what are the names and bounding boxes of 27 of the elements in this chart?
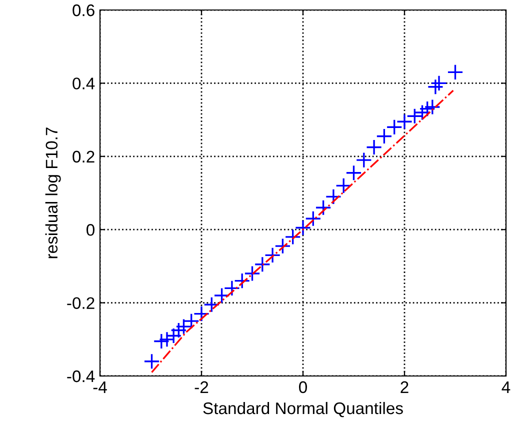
y-tick-label: 0.6 bbox=[72, 4, 94, 16]
point bbox=[315, 200, 332, 216]
y-tick-label: 0.4 bbox=[72, 78, 95, 90]
x-tick-label: 2 bbox=[400, 381, 408, 393]
point bbox=[325, 188, 342, 205]
x-tick-label: 0 bbox=[299, 381, 307, 394]
x-tick-label: -2 bbox=[194, 381, 208, 393]
point bbox=[447, 64, 464, 80]
point bbox=[427, 78, 444, 95]
x-tick-label: -4 bbox=[93, 381, 107, 393]
point bbox=[158, 331, 176, 348]
y-axis-title: residual log F10.7 bbox=[45, 128, 61, 258]
y-tick-label: 0 bbox=[86, 224, 94, 236]
x-tick-label: 4 bbox=[502, 381, 510, 393]
point bbox=[419, 100, 436, 117]
point bbox=[144, 353, 160, 370]
x-axis-title: Standard Normal Quantiles bbox=[203, 402, 403, 418]
point bbox=[430, 75, 448, 92]
line-series bbox=[150, 90, 454, 374]
point bbox=[153, 333, 170, 350]
point bbox=[356, 152, 372, 168]
point bbox=[346, 164, 362, 181]
y-tick-label: -0.4 bbox=[67, 370, 95, 382]
point bbox=[335, 178, 352, 194]
y-tick-label: 0.2 bbox=[72, 150, 94, 163]
point bbox=[366, 139, 382, 156]
y-tick-label: -0.2 bbox=[67, 297, 94, 310]
